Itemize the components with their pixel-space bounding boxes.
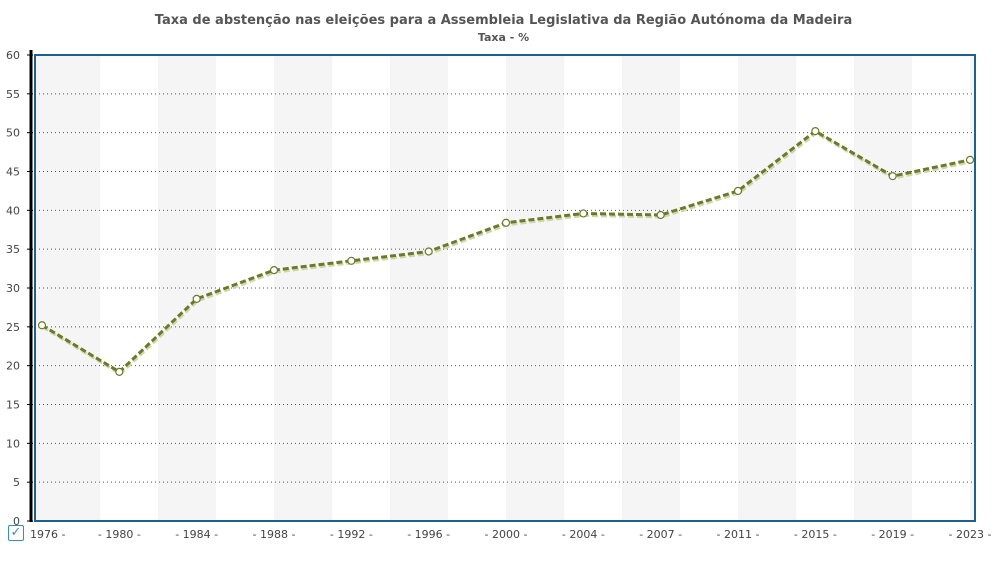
data-point	[115, 367, 124, 376]
x-tick-label: - 1984 -	[175, 528, 218, 541]
x-tick-label: 1976 -	[30, 528, 65, 541]
x-tick-label: - 2000 -	[485, 528, 528, 541]
x-tick-label: - 2019 -	[871, 528, 914, 541]
x-tick-label: - 2023 -	[949, 528, 992, 541]
y-tick-label: 10	[6, 437, 20, 450]
y-tick-label: 20	[6, 360, 20, 373]
y-tick-label: 50	[6, 127, 20, 140]
plot-band	[35, 55, 42, 521]
data-point	[965, 155, 975, 164]
x-tick-label: - 1980 -	[98, 528, 141, 541]
series-toggle-checkbox[interactable]: ✓	[8, 525, 24, 541]
y-tick-label: 25	[6, 321, 20, 334]
x-tick-label: - 1996 -	[407, 528, 450, 541]
data-point	[347, 256, 356, 265]
x-tick-label: - 1992 -	[330, 528, 373, 541]
plot-band	[970, 55, 975, 521]
x-tick-label: - 2011 -	[717, 528, 760, 541]
data-point	[501, 218, 511, 227]
data-point	[37, 321, 47, 330]
y-tick-label: 60	[6, 49, 20, 62]
y-tick-label: 40	[6, 204, 20, 217]
y-tick-label: 30	[6, 282, 20, 295]
data-point	[656, 210, 665, 220]
x-tick-label: - 1988 -	[253, 528, 296, 541]
data-point	[733, 186, 743, 196]
y-tick-label: 55	[6, 88, 20, 101]
x-tick-label: - 2004 -	[562, 528, 605, 541]
y-tick-label: 15	[6, 399, 20, 412]
y-tick-label: 0	[13, 515, 20, 528]
data-point	[192, 294, 201, 303]
plot-frame	[34, 54, 976, 522]
data-point	[888, 172, 897, 181]
x-tick-label: - 2015 -	[794, 528, 837, 541]
data-point	[424, 247, 433, 256]
chart-title: Taxa de abstenção nas eleições para a As…	[154, 13, 853, 28]
y-tick-label: 5	[13, 476, 20, 489]
data-point	[269, 266, 279, 275]
y-tick-label: 35	[6, 243, 20, 256]
chart-subtitle: Taxa - %	[477, 31, 530, 44]
y-tick-label: 45	[6, 166, 20, 179]
data-point	[811, 127, 820, 136]
x-tick-label: - 2007 -	[639, 528, 682, 541]
data-point	[579, 209, 588, 218]
